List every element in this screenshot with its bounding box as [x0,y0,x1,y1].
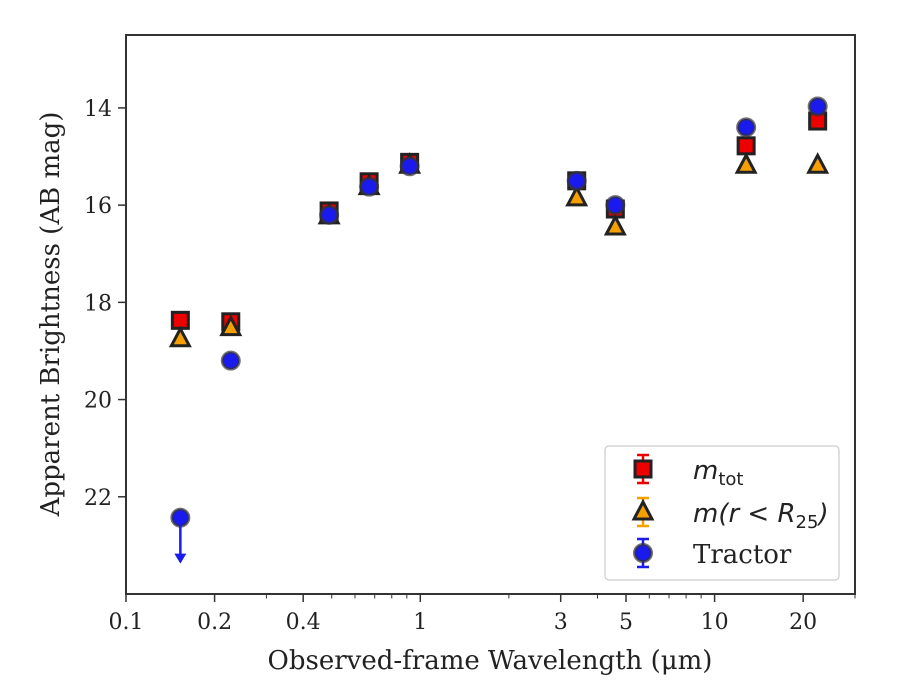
legend-marker-m_tot [633,459,653,479]
legend-label-mr25: m(r < R25) [693,499,829,533]
x-axis: 0.1 0.2 0.4 1 3 5 10 20 [109,594,856,635]
legend-mtot-main: m [693,456,718,486]
point-tractor [566,170,587,191]
x-tick-label: 1 [413,610,427,635]
y-tick-label: 16 [84,194,112,219]
series-tractor [170,96,828,564]
point-tractor [736,117,757,138]
legend-markers [631,453,655,569]
legend-box [604,445,840,581]
legend-mr25-end: ) [816,499,828,529]
point-tractor [399,156,420,177]
point-m_r_R25 [168,325,192,348]
point-tractor [605,195,626,216]
square-marker [736,136,756,156]
legend-marker-m_r_R25 [631,498,655,521]
y-axis-title: Apparent Brightness (AB mag) [36,112,66,518]
data-marks [168,96,830,564]
legend-mtot-sub: tot [718,469,743,490]
x-tick-label: 5 [619,610,633,635]
x-axis-title: Observed-frame Wavelength (μm) [268,646,713,676]
legend: mtot m(r < R25) Tractor [604,445,840,581]
legend-mr25-rest: (r < R [718,499,795,529]
x-tick-label: 3 [554,610,568,635]
y-tick-label: 22 [84,486,112,511]
x-tick-label: 20 [789,610,817,635]
point-m_r_R25 [219,314,243,337]
point-m_r_R25 [734,152,758,174]
legend-label-mtot: mtot [693,456,743,490]
point-tractor [359,176,380,197]
point-tractor [319,204,340,225]
upper-limit-arrow-head [174,553,187,564]
y-tick-label: 18 [84,291,112,316]
y-tick-label: 20 [84,389,112,414]
x-tick-label: 0.4 [286,610,321,635]
legend-label-tractor: Tractor [693,540,792,570]
point-m_r_R25 [806,152,830,174]
legend-mr25-main: m [693,499,718,529]
y-tick-label: 14 [84,97,112,122]
point-tractor [220,350,241,371]
legend-mr25-sub: 25 [796,512,819,533]
x-tick-label: 0.2 [197,610,232,635]
x-tick-label: 0.1 [109,610,144,635]
point-tractor [807,96,828,117]
legend-marker-tractor [633,543,653,563]
y-axis: 14 16 18 20 22 [84,97,126,511]
square-marker [633,459,653,479]
point-m_tot [736,136,756,156]
x-tick-label: 10 [701,610,729,635]
point-m_r_R25 [565,184,589,207]
point-m_r_R25 [603,213,627,236]
